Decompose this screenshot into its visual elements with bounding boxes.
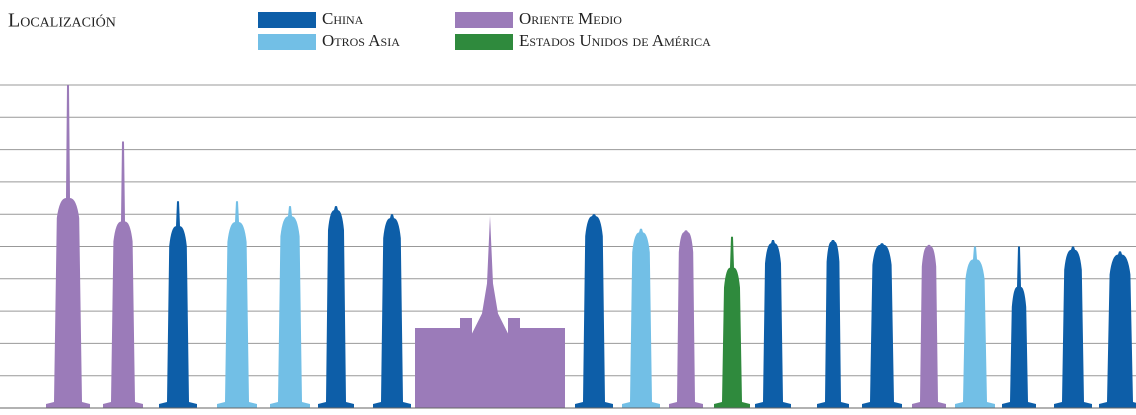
legend-swatch [455, 34, 513, 50]
legend-swatch [455, 12, 513, 28]
building [103, 141, 143, 408]
legend-label: Otros Asia [322, 31, 400, 50]
building [217, 201, 257, 408]
building [714, 236, 750, 408]
building [669, 230, 703, 408]
building [622, 228, 660, 408]
building [755, 240, 791, 408]
building [415, 215, 565, 408]
building [318, 206, 354, 408]
building [1054, 246, 1092, 408]
building [373, 214, 411, 408]
building [912, 244, 946, 408]
building [575, 214, 613, 408]
legend-label: China [322, 9, 364, 28]
building [1002, 246, 1036, 408]
legend-swatch [258, 12, 316, 28]
building [270, 206, 310, 408]
building [862, 243, 902, 408]
legend-swatch [258, 34, 316, 50]
legend-label: Estados Unidos de América [519, 31, 711, 50]
chart-title: Localización [8, 10, 116, 32]
building [955, 246, 995, 408]
building [46, 85, 90, 408]
building [1099, 251, 1136, 408]
legend-label: Oriente Medio [519, 9, 622, 28]
building [817, 240, 849, 408]
building [159, 201, 197, 408]
